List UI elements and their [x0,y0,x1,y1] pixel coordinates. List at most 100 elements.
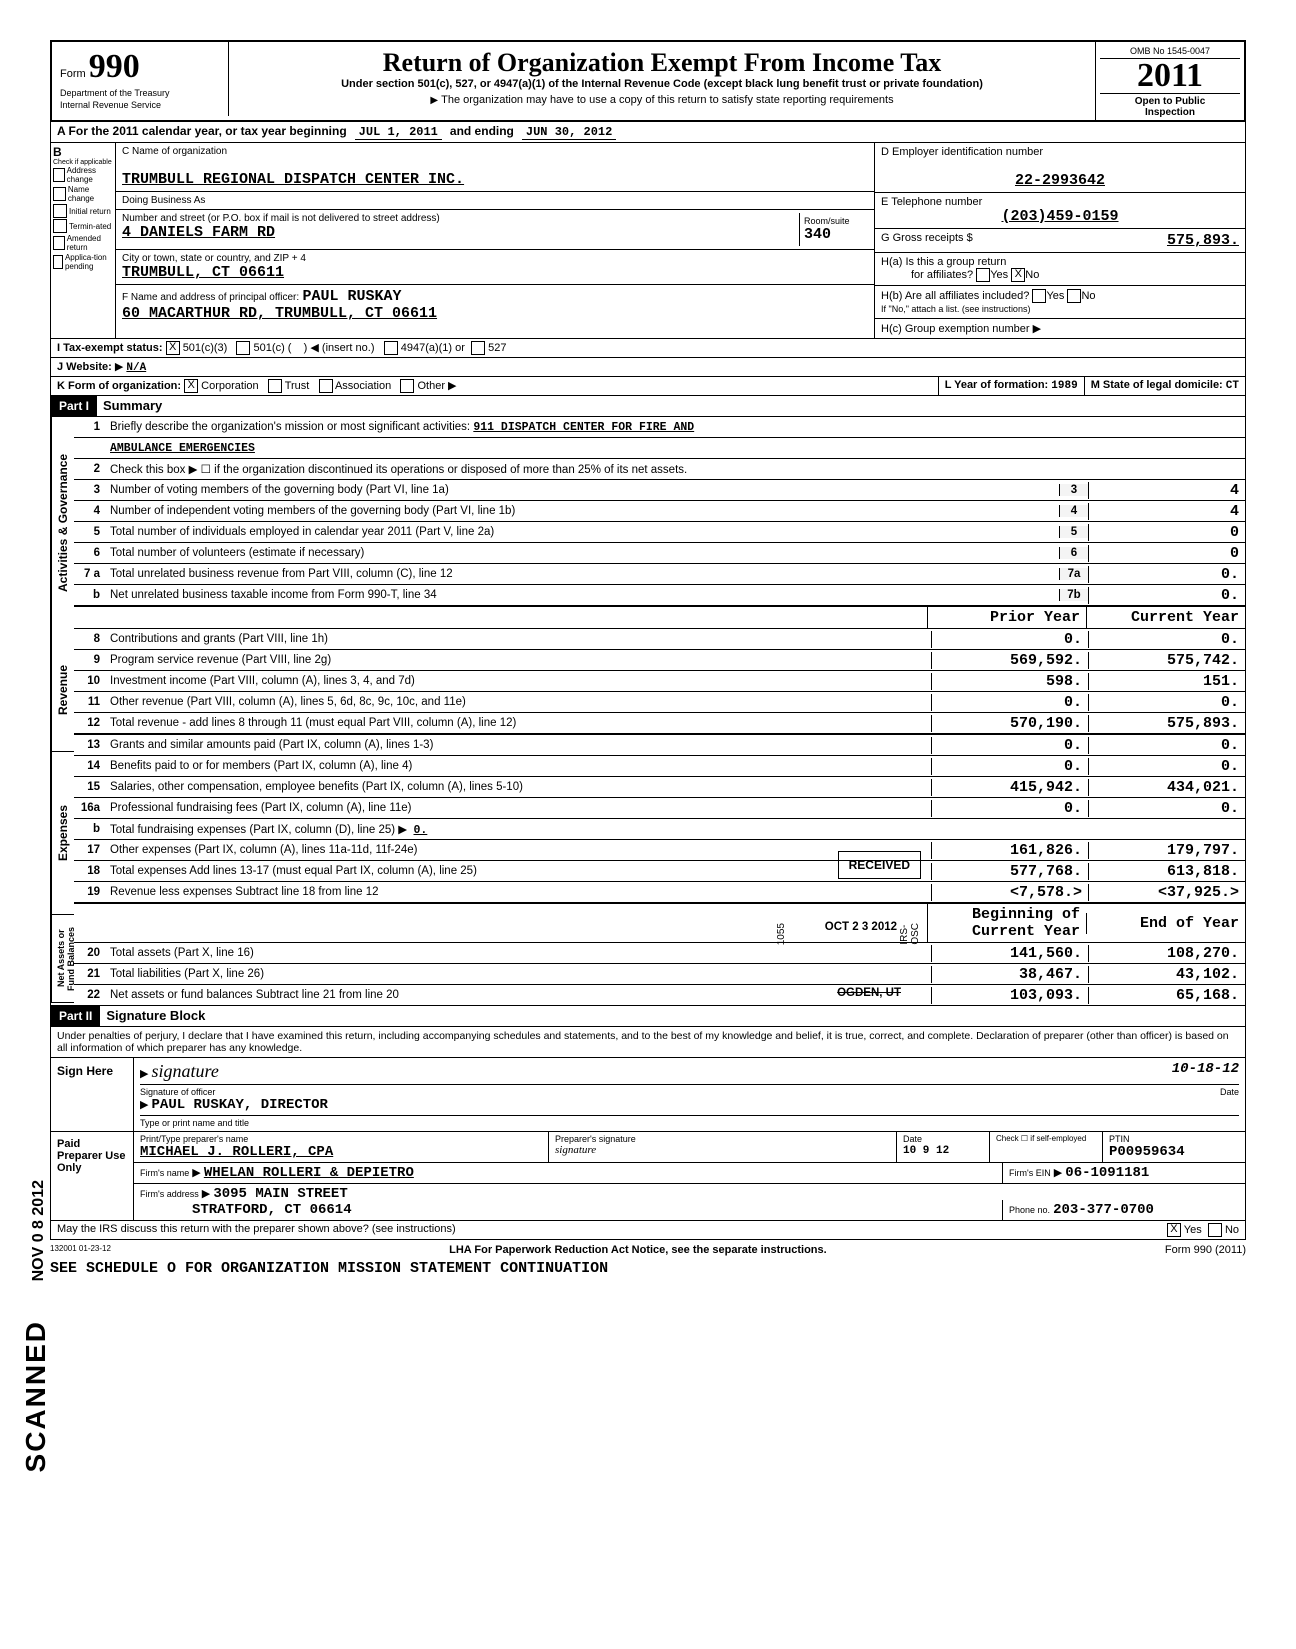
line1-val: 911 DISPATCH CENTER FOR FIRE AND [473,421,694,434]
line8: Contributions and grants (Part VIII, lin… [106,631,931,647]
received-stamp: RECEIVED [838,851,921,879]
prep-date: 10 9 12 [903,1145,949,1157]
l16ap: 0. [931,800,1088,817]
l20p: 141,560. [931,945,1088,962]
line7a-val: 0. [1088,566,1245,583]
K-other-cb[interactable] [400,379,414,393]
l17p: 161,826. [931,842,1088,859]
form-prefix: Form [60,68,86,80]
Ha-label: H(a) Is this a group return [881,256,1006,268]
l14p: 0. [931,758,1088,775]
K-assoc-cb[interactable] [319,379,333,393]
line17: Other expenses (Part IX, column (A), lin… [106,842,931,858]
self-emp-label: Check ☐ if self-employed [990,1132,1103,1162]
line11: Other revenue (Part VIII, column (A), li… [106,694,931,710]
ty-end: JUN 30, 2012 [522,125,616,140]
l13c: 0. [1088,737,1245,754]
ty-begin: JUL 1, 2011 [355,125,442,140]
line14: Benefits paid to or for members (Part IX… [106,758,931,774]
line16a: Professional fundraising fees (Part IX, … [106,800,931,816]
may-no: No [1225,1224,1239,1236]
line1-pre: Briefly describe the organization's miss… [110,421,470,433]
line9: Program service revenue (Part VIII, line… [106,652,931,668]
phone-value: (203)459-0159 [881,208,1239,225]
chk-initial[interactable] [53,204,67,218]
part-II-label: Part II [51,1006,100,1026]
firm-addr-label: Firm's address [140,1189,199,1199]
firm-ein: 06-1091181 [1065,1165,1149,1181]
scanned-stamp: SCANNED [20,1320,52,1472]
Hb-label: H(b) Are all affiliates included? [881,290,1029,302]
line7a: Total unrelated business revenue from Pa… [106,566,1059,582]
F-name: PAUL RUSKAY [302,288,401,305]
form-note: The organization may have to use a copy … [241,94,1083,106]
gross-value: 575,893. [1167,232,1239,249]
row-A-text: A For the 2011 calendar year, or tax yea… [57,124,347,138]
C-label: C Name of organization [122,146,868,157]
l16ac: 0. [1088,800,1245,817]
tax-year: 2011 [1100,59,1240,93]
line21: Total liabilities (Part X, line 26) [106,966,931,982]
part-II-header: Part II Signature Block [50,1006,1246,1027]
Hb-no: No [1081,290,1095,302]
part-I-body: Activities & Governance Revenue Expenses… [50,417,1246,1006]
K-trust: Trust [285,380,310,392]
M-value: CT [1226,380,1239,392]
ein-value: 22-2993642 [881,172,1239,189]
K-corp-cb[interactable]: X [184,379,198,393]
I-501c3-cb[interactable]: X [166,341,180,355]
K-other: Other [417,380,445,392]
I-4947-cb[interactable] [384,341,398,355]
chk-app[interactable] [53,255,63,269]
line3: Number of voting members of the governin… [106,482,1059,498]
may-no-cb[interactable] [1208,1223,1222,1237]
Hb-no-cb[interactable] [1067,289,1081,303]
l11p: 0. [931,694,1088,711]
K-label: K Form of organization: [57,380,181,392]
line20: Total assets (Part X, line 16) [106,945,931,961]
Ha-yes-cb[interactable] [976,268,990,282]
l11c: 0. [1088,694,1245,711]
I-527-cb[interactable] [471,341,485,355]
F-addr: 60 MACARTHUR RD, TRUMBULL, CT 06611 [122,305,437,322]
chk-term[interactable] [53,219,67,233]
J-label: J Website: [57,361,112,373]
I-501c-cb[interactable] [236,341,250,355]
E-label: E Telephone number [881,196,1239,208]
K-assoc: Association [335,380,391,392]
col-prior: Prior Year [927,607,1086,628]
line2: Check this box ▶ ☐ if the organization d… [106,460,1245,478]
form-number: 990 [89,48,140,85]
chk-addr[interactable] [53,168,65,182]
Hb-yes-cb[interactable] [1032,289,1046,303]
org-name: TRUMBULL REGIONAL DISPATCH CENTER INC. [122,171,868,188]
firm-addr1: 3095 MAIN STREET [213,1186,347,1202]
city-value: TRUMBULL, CT 06611 [122,264,868,281]
col-current: Current Year [1086,607,1245,628]
firm-addr2: STRATFORD, CT 06614 [192,1202,352,1218]
Ha-no-cb[interactable]: X [1011,268,1025,282]
l10p: 598. [931,673,1088,690]
line6-val: 0 [1088,545,1245,562]
l8c: 0. [1088,631,1245,648]
firm-name: WHELAN ROLLERI & DEPIETRO [204,1165,414,1181]
officer-name: PAUL RUSKAY, DIRECTOR [152,1097,328,1113]
l18c: 613,818. [1088,863,1245,880]
chk-name[interactable] [53,187,66,201]
prep-date-label: Date [903,1134,983,1144]
prep-print-label: Print/Type preparer's name [140,1134,542,1144]
may-yes-cb[interactable]: X [1167,1223,1181,1237]
footer-see: SEE SCHEDULE O FOR ORGANIZATION MISSION … [50,1260,608,1277]
footer-lha: LHA For Paperwork Reduction Act Notice, … [449,1244,827,1256]
K-corp: Corporation [201,380,258,392]
row-A-mid: and ending [450,124,514,138]
dept-treasury: Department of the Treasury [60,88,220,98]
l9c: 575,742. [1088,652,1245,669]
G-label: G Gross receipts $ [881,232,973,249]
chk-amend[interactable] [53,236,65,250]
I-insert: (insert no.) [322,342,375,354]
line5: Total number of individuals employed in … [106,524,1059,540]
K-trust-cb[interactable] [268,379,282,393]
row-I: I Tax-exempt status: X 501(c)(3) 501(c) … [50,339,1246,358]
L-label: L Year of formation: [945,379,1049,391]
